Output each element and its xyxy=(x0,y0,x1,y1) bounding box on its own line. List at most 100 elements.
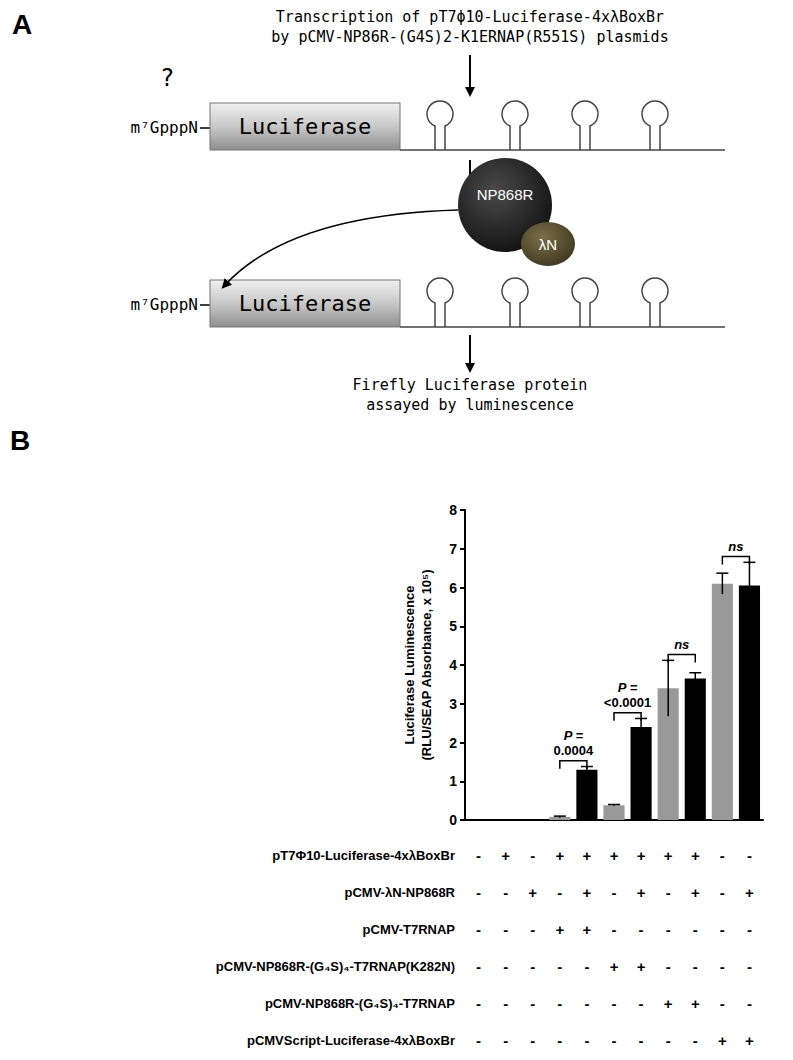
svg-text:pCMV-NP868R-(G₄S)₄-T7RNAP: pCMV-NP868R-(G₄S)₄-T7RNAP xyxy=(265,996,455,1011)
svg-text:3: 3 xyxy=(449,696,457,712)
svg-text:-: - xyxy=(503,995,508,1012)
svg-text:pCMV-T7RNAP: pCMV-T7RNAP xyxy=(363,922,456,937)
svg-text:-: - xyxy=(612,884,617,901)
svg-text:+: + xyxy=(691,847,700,864)
svg-text:-: - xyxy=(612,995,617,1012)
svg-text:-: - xyxy=(503,1032,508,1049)
svg-text:+: + xyxy=(528,884,537,901)
svg-text:+: + xyxy=(664,847,673,864)
svg-text:-: - xyxy=(557,958,562,975)
svg-text:-: - xyxy=(720,847,725,864)
svg-text:-: - xyxy=(476,958,481,975)
svg-text:-: - xyxy=(720,958,725,975)
svg-text:-: - xyxy=(530,995,535,1012)
svg-text:?: ? xyxy=(160,64,174,92)
svg-text:-: - xyxy=(693,958,698,975)
svg-text:0.0004: 0.0004 xyxy=(553,743,594,758)
svg-text:+: + xyxy=(745,1032,754,1049)
svg-text:m⁷GpppN: m⁷GpppN xyxy=(131,118,198,137)
svg-text:-: - xyxy=(584,958,589,975)
svg-text:2: 2 xyxy=(449,735,457,751)
svg-text:-: - xyxy=(476,995,481,1012)
svg-text:ns: ns xyxy=(674,637,689,652)
svg-text:λN: λN xyxy=(539,236,557,253)
svg-text:pCMV-NP868R-(G₄S)₄-T7RNAP(K282: pCMV-NP868R-(G₄S)₄-T7RNAP(K282N) xyxy=(216,959,455,974)
svg-text:ns: ns xyxy=(728,539,743,554)
svg-text:-: - xyxy=(747,847,752,864)
svg-text:pT7Φ10-Luciferase-4xλBoxBr: pT7Φ10-Luciferase-4xλBoxBr xyxy=(272,848,455,863)
svg-text:P =: P = xyxy=(618,680,638,695)
svg-text:-: - xyxy=(476,1032,481,1049)
svg-text:-: - xyxy=(476,847,481,864)
svg-text:-: - xyxy=(530,921,535,938)
svg-text:7: 7 xyxy=(449,541,457,557)
svg-text:-: - xyxy=(639,995,644,1012)
svg-text:-: - xyxy=(747,995,752,1012)
svg-text:Luciferase: Luciferase xyxy=(239,114,371,139)
svg-text:-: - xyxy=(639,1032,644,1049)
svg-text:5: 5 xyxy=(449,618,457,634)
svg-text:4: 4 xyxy=(449,657,457,673)
svg-text:+: + xyxy=(691,995,700,1012)
svg-text:-: - xyxy=(530,958,535,975)
svg-text:+: + xyxy=(745,884,754,901)
svg-text:+: + xyxy=(583,921,592,938)
svg-text:6: 6 xyxy=(449,580,457,596)
svg-text:-: - xyxy=(747,958,752,975)
svg-text:-: - xyxy=(584,1032,589,1049)
svg-text:-: - xyxy=(584,995,589,1012)
svg-text:-: - xyxy=(503,921,508,938)
svg-text:-: - xyxy=(476,921,481,938)
svg-text:-: - xyxy=(530,847,535,864)
svg-text:+: + xyxy=(718,1032,727,1049)
svg-text:+: + xyxy=(610,958,619,975)
svg-text:-: - xyxy=(612,921,617,938)
svg-text:pCMVScript-Luciferase-4xλBoxBr: pCMVScript-Luciferase-4xλBoxBr xyxy=(247,1033,455,1048)
svg-text:-: - xyxy=(503,884,508,901)
svg-text:m⁷GpppN: m⁷GpppN xyxy=(131,295,198,314)
svg-text:-: - xyxy=(693,1032,698,1049)
svg-text:-: - xyxy=(476,884,481,901)
svg-text:+: + xyxy=(664,995,673,1012)
svg-text:+: + xyxy=(583,884,592,901)
svg-text:Transcription of pT7ϕ10-Lucife: Transcription of pT7ϕ10-Luciferase-4xλBo… xyxy=(276,8,664,26)
svg-text:+: + xyxy=(583,847,592,864)
svg-text:<0.0001: <0.0001 xyxy=(604,695,651,710)
svg-text:-: - xyxy=(666,958,671,975)
svg-text:Luciferase: Luciferase xyxy=(239,291,371,316)
svg-text:-: - xyxy=(666,921,671,938)
svg-text:+: + xyxy=(637,884,646,901)
svg-text:-: - xyxy=(557,1032,562,1049)
svg-text:-: - xyxy=(747,921,752,938)
svg-text:+: + xyxy=(691,884,700,901)
svg-text:+: + xyxy=(637,847,646,864)
svg-text:assayed by luminescence: assayed by luminescence xyxy=(366,396,574,414)
svg-text:-: - xyxy=(612,1032,617,1049)
svg-text:-: - xyxy=(720,884,725,901)
svg-text:-: - xyxy=(530,1032,535,1049)
svg-text:+: + xyxy=(501,847,510,864)
svg-text:+: + xyxy=(555,921,564,938)
svg-text:Firefly Luciferase protein: Firefly Luciferase protein xyxy=(353,376,588,394)
svg-text:-: - xyxy=(639,921,644,938)
svg-text:P =: P = xyxy=(564,728,584,743)
svg-text:pCMV-λN-NP868R: pCMV-λN-NP868R xyxy=(344,885,455,900)
svg-text:-: - xyxy=(693,921,698,938)
svg-text:+: + xyxy=(555,847,564,864)
svg-text:+: + xyxy=(637,958,646,975)
svg-text:-: - xyxy=(666,884,671,901)
svg-text:0: 0 xyxy=(449,812,457,828)
svg-text:-: - xyxy=(557,884,562,901)
svg-text:by pCMV-NP86R-(G4S)2-K1ERNAP(R: by pCMV-NP86R-(G4S)2-K1ERNAP(R551S) plas… xyxy=(271,28,668,46)
svg-text:8: 8 xyxy=(449,502,457,518)
svg-text:A: A xyxy=(12,9,32,40)
svg-text:-: - xyxy=(503,958,508,975)
svg-text:1: 1 xyxy=(449,773,457,789)
svg-text:-: - xyxy=(720,995,725,1012)
svg-text:B: B xyxy=(10,425,30,456)
svg-text:+: + xyxy=(610,847,619,864)
svg-text:-: - xyxy=(666,1032,671,1049)
svg-text:-: - xyxy=(720,921,725,938)
svg-text:-: - xyxy=(557,995,562,1012)
svg-text:NP868R: NP868R xyxy=(477,186,534,203)
